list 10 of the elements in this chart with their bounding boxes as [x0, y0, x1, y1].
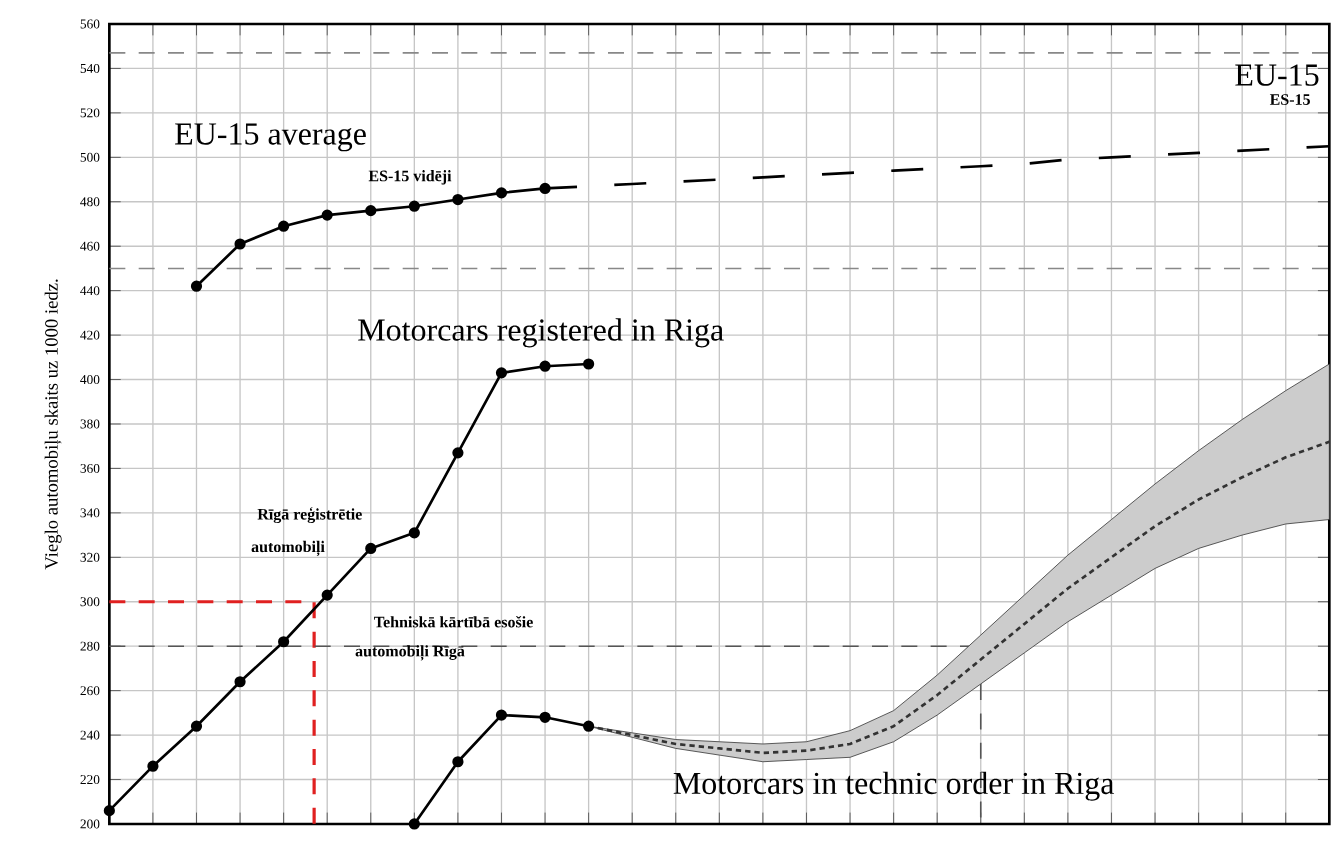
y-axis-title: Vieglo automobiļu skaits uz 1000 iedz. — [44, 279, 62, 570]
annotation: EU-15 — [1235, 64, 1319, 86]
annotation: automobiļi — [251, 540, 325, 557]
annotation: automobiļi Rīgā — [355, 645, 465, 661]
annotation: EU-15 average — [175, 123, 366, 152]
annotation: Tehniskā kārtībā esošie — [374, 616, 533, 628]
annotation: Rīgā reģistrētie — [257, 507, 362, 524]
annotation: Motorcars registered in Riga — [358, 318, 724, 348]
annotation: ES-15 — [1269, 94, 1310, 105]
annotation: ES-15 vidēji — [368, 170, 452, 185]
